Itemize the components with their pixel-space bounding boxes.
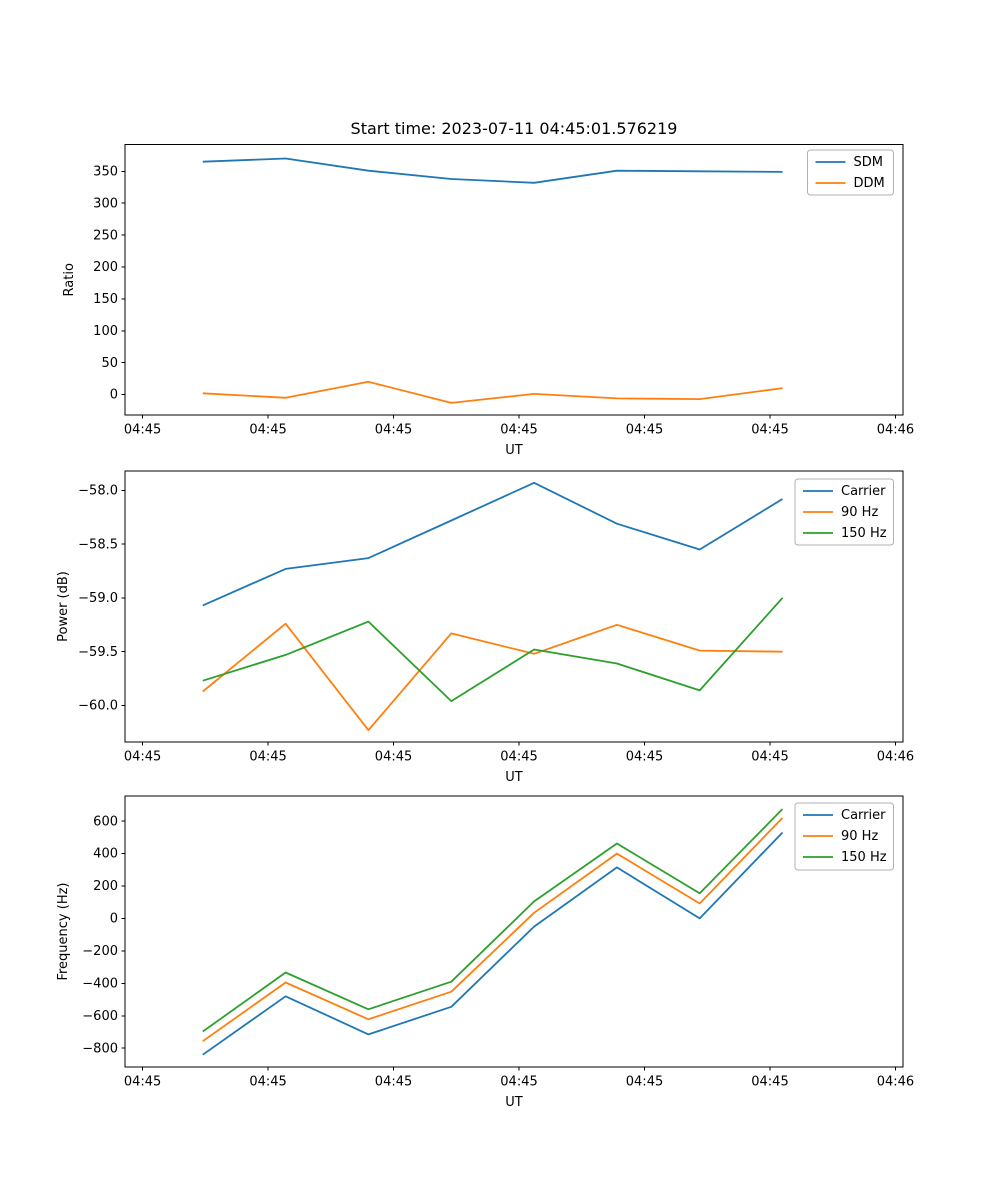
legend-box: [794, 478, 894, 546]
legend-label: 150 Hz: [841, 850, 887, 865]
y-tick-label: 300: [93, 196, 118, 211]
y-tick-label: 250: [93, 228, 118, 243]
x-tick-label: 04:45: [249, 1075, 286, 1090]
x-tick-label: 04:45: [500, 423, 537, 438]
y-tick-label: −59.0: [78, 591, 118, 606]
x-tick-label: 04:45: [375, 750, 412, 765]
legend: Carrier 90 Hz 150 Hz: [794, 478, 894, 546]
x-tick-label: 04:45: [124, 1075, 161, 1090]
y-tick-label: 0: [110, 912, 118, 927]
y-tick-label: 200: [93, 260, 118, 275]
legend-label: 90 Hz: [841, 829, 878, 844]
figure-title: Start time: 2023-07-11 04:45:01.576219: [350, 119, 678, 138]
x-tick-label: 04:45: [751, 1075, 788, 1090]
y-tick-label: 350: [93, 164, 118, 179]
series-carrier: [202, 831, 784, 1056]
x-tick-label: 04:45: [375, 1075, 412, 1090]
legend-label: Carrier: [841, 484, 886, 499]
x-tick-label: 04:45: [626, 423, 663, 438]
y-tick-label: −60.0: [78, 699, 118, 714]
y-tick-label: −58.5: [78, 537, 118, 552]
y-axis-label: Ratio: [62, 263, 77, 296]
x-tick-label: 04:45: [375, 423, 412, 438]
x-tick-label: 04:46: [877, 750, 914, 765]
legend: SDM DDM: [807, 149, 894, 196]
x-tick-label: 04:45: [249, 750, 286, 765]
legend-label: Carrier: [841, 808, 886, 823]
x-tick-label: 04:45: [626, 1075, 663, 1090]
series-sdm: [202, 157, 783, 184]
x-tick-label: 04:45: [124, 750, 161, 765]
x-axis: 04:45 04:45 04:45 04:45 04:45 04:45 04:46 UT: [124, 415, 914, 458]
y-axis-label: Power (dB): [56, 571, 71, 642]
legend-label: DDM: [854, 176, 885, 191]
legend-box: [794, 802, 894, 871]
x-tick-label: 04:45: [626, 750, 663, 765]
y-tick-label: −58.0: [78, 484, 118, 499]
series-ddm: [202, 380, 783, 404]
x-tick-label: 04:45: [500, 750, 537, 765]
y-axis: 0 50 100 150 200 250 300 350 Ratio: [62, 164, 125, 403]
x-tick-label: 04:45: [249, 423, 286, 438]
x-tick-label: 04:46: [877, 1075, 914, 1090]
x-tick-label: 04:46: [877, 423, 914, 438]
x-axis-label: UT: [505, 770, 523, 785]
legend: Carrier 90 Hz 150 Hz: [794, 802, 894, 871]
x-axis-label: UT: [505, 1095, 523, 1110]
x-axis: 04:45 04:45 04:45 04:45 04:45 04:45 04:46 UT: [124, 1067, 914, 1110]
ratio-chart: 04:45 04:45 04:45 04:45 04:45 04:45 04:46 UT 0 50…: [62, 144, 914, 458]
x-axis-label: UT: [505, 443, 523, 458]
axes-frame: [124, 470, 904, 743]
x-axis: 04:45 04:45 04:45 04:45 04:45 04:45 04:46 UT: [124, 742, 914, 785]
x-tick-label: 04:45: [751, 423, 788, 438]
x-tick-label: 04:45: [124, 423, 161, 438]
y-tick-label: −59.5: [78, 645, 118, 660]
frequency-chart: 04:45 04:45 04:45 04:45 04:45 04:45 04:46 UT 600…: [56, 795, 914, 1110]
y-tick-label: −400: [82, 976, 118, 991]
y-axis-label: Frequency (Hz): [56, 882, 71, 980]
y-tick-label: 600: [93, 814, 118, 829]
y-tick-label: 400: [93, 847, 118, 862]
y-axis: −58.0 −58.5 −59.0 −59.5 −60.0 Power (dB): [56, 484, 125, 714]
series-90-hz: [202, 622, 783, 732]
legend-label: SDM: [854, 155, 883, 170]
series-carrier: [202, 481, 783, 607]
x-tick-label: 04:45: [500, 1075, 537, 1090]
legend-label: 150 Hz: [841, 526, 887, 541]
y-tick-label: −600: [82, 1009, 118, 1024]
x-tick-label: 04:45: [751, 750, 788, 765]
power-chart: 04:45 04:45 04:45 04:45 04:45 04:45 04:46 UT −58…: [56, 470, 914, 785]
y-tick-label: 50: [101, 356, 118, 371]
y-axis: 600 400 200 0 −200 −400 −600 −800 Frequency (Hz): [56, 814, 125, 1056]
y-tick-label: 0: [110, 388, 118, 403]
series-90-hz: [202, 817, 784, 1042]
y-tick-label: −200: [82, 944, 118, 959]
legend-label: 90 Hz: [841, 505, 878, 520]
y-tick-label: 200: [93, 879, 118, 894]
series-150-hz: [202, 808, 784, 1033]
series-150-hz: [202, 597, 784, 702]
y-tick-label: 100: [93, 324, 118, 339]
y-tick-label: −800: [82, 1041, 118, 1056]
y-tick-label: 150: [93, 292, 118, 307]
axes-frame: [124, 144, 904, 416]
